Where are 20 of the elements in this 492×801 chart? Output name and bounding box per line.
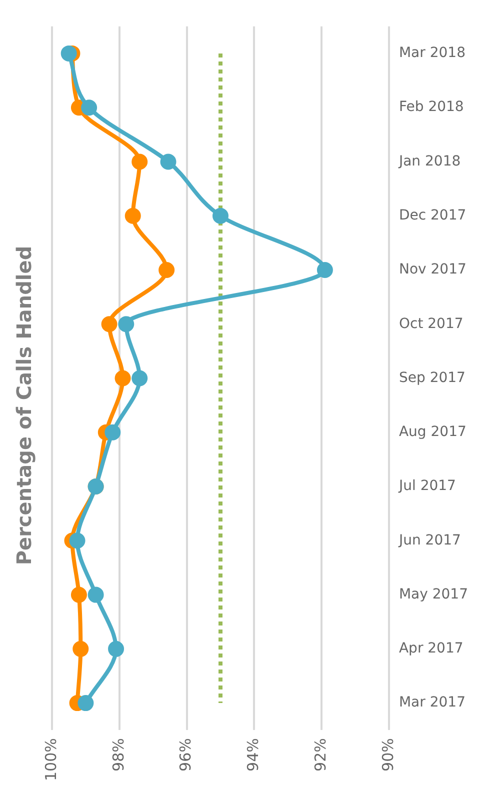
y-tick-label: Oct 2017 xyxy=(398,316,464,332)
x-tick-label: 96% xyxy=(176,738,195,772)
y-tick-label: Sep 2017 xyxy=(398,370,466,386)
y-tick-label: Aug 2017 xyxy=(398,424,466,440)
x-tick-label: 90% xyxy=(378,738,397,772)
x-tick-label: 92% xyxy=(311,738,330,772)
y-tick-label: Jul 2017 xyxy=(398,478,456,494)
x-tick-label: 98% xyxy=(109,738,128,772)
text: Percentage of Calls Handled xyxy=(12,246,36,566)
y-tick-label: Feb 2018 xyxy=(398,99,464,116)
y-tick-label: Nov 2017 xyxy=(398,262,466,278)
y-tick-label: Mar 2017 xyxy=(398,694,466,711)
x-tick-label: 94% xyxy=(244,738,262,772)
y-tick-label: May 2017 xyxy=(398,586,468,602)
y-tick-label: Jan 2018 xyxy=(398,153,461,170)
y-tick-label: Mar 2018 xyxy=(398,45,466,62)
y-tick-label: Dec 2017 xyxy=(398,208,466,224)
x-tick-label: 100% xyxy=(42,738,60,782)
y-tick-label: Apr 2017 xyxy=(398,640,464,657)
y-tick-label: Jun 2017 xyxy=(398,532,461,548)
